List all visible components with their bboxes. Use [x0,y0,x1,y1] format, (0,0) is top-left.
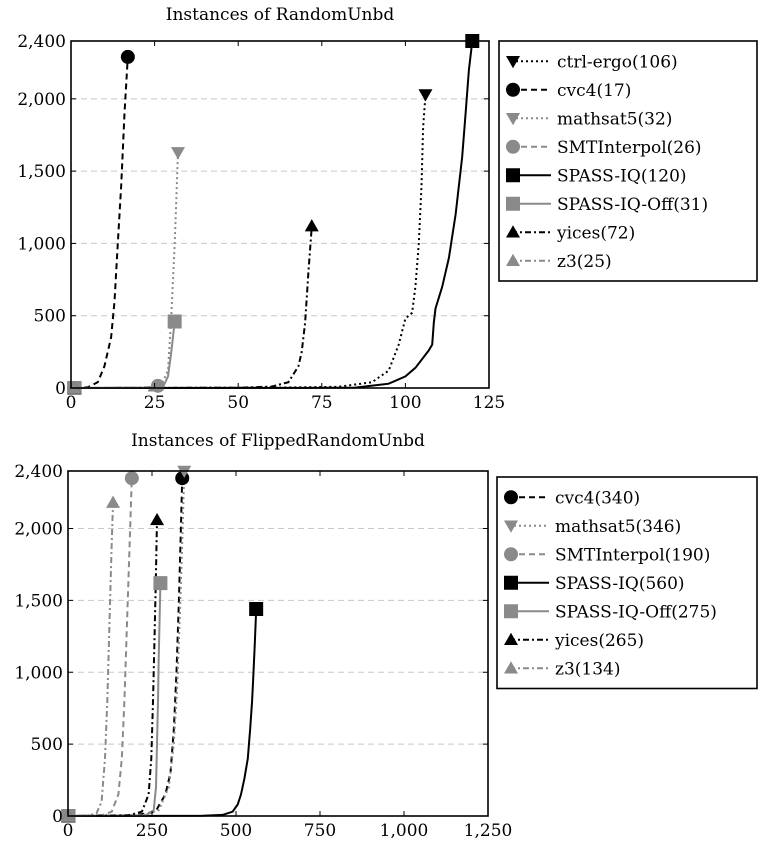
chart-1: Instances of RandomUnbd 0 25 50 75 100 125 0 500… [17,5,758,413]
legend-marker [504,604,518,619]
legend-label: SMTInterpol(26) [557,138,702,158]
legend-label: yices(72) [556,223,635,243]
x-tick-label: 250 [136,821,168,841]
series-end-marker [177,465,192,478]
series-line [74,94,427,389]
legend-label: z3(134) [555,659,621,679]
legend-label: yices(265) [554,631,644,651]
series-line [74,152,179,389]
plot-frame [67,470,489,817]
x-tick-label: 1,000 [380,821,429,841]
legend-marker [506,113,520,126]
legend-marker [504,632,518,645]
legend-marker [506,253,520,266]
legend-marker [504,520,518,533]
series-line [68,583,162,817]
legend-marker [506,82,520,97]
legend-label: cvc4(17) [557,81,631,101]
y-tick-label: 0 [55,379,66,399]
series-line [68,519,158,817]
series-line [68,502,114,817]
series-end-marker [167,314,182,329]
series-line [74,226,313,389]
legend-marker [506,139,520,154]
legend-marker [506,168,520,183]
legend-label: ctrl-ergo(106) [557,52,678,72]
y-tick-label: 500 [31,735,63,755]
legend-label: SPASS-IQ(120) [557,166,687,186]
series-end-marker [418,89,433,102]
series-end-marker [150,512,165,526]
legend-marker [504,661,518,674]
series-line [68,608,258,817]
x-tick-label: 125 [473,393,505,413]
x-tick-label: 50 [227,393,249,413]
legend-marker [504,575,518,590]
y-tick-label: 1,500 [17,162,66,182]
y-tick-label: 2,400 [14,462,63,482]
series-end-marker [124,471,139,486]
x-tick-label: 0 [63,821,74,841]
series-line [74,56,129,389]
series-start-marker [67,381,82,394]
legend-box [498,40,758,282]
y-tick-label: 500 [34,307,66,327]
legend-marker [506,196,520,211]
legend-label: SPASS-IQ-Off(275) [555,602,717,622]
series-end-marker [304,219,319,232]
y-tick-label: 2,000 [17,90,66,110]
series-line [68,478,184,817]
x-tick-label: 750 [304,821,336,841]
legend-marker [506,225,520,238]
x-tick-label: 25 [144,393,166,413]
legend-label: cvc4(340) [555,488,640,508]
x-tick-label: 75 [311,393,333,413]
series-end-marker [171,147,186,160]
legend-label: SPASS-IQ(560) [555,574,685,594]
series-end-marker [249,602,264,616]
legend-marker [504,547,518,562]
legend-label: z3(25) [557,252,612,272]
y-tick-label: 2,000 [14,520,63,540]
series-end-marker [120,49,135,64]
x-tick-label: 1,250 [464,821,513,841]
legend-marker [504,490,518,505]
chart-2: Instances of FlippedRandomUnbd 0 250 500 750… [14,431,758,841]
series-line [74,40,474,389]
x-tick-label: 500 [220,821,252,841]
y-tick-label: 1,500 [14,591,63,611]
series-end-marker [153,576,168,591]
legend-marker [506,56,520,69]
y-tick-label: 1,000 [14,663,63,683]
series-end-marker [106,495,121,508]
legend-label: SMTInterpol(190) [555,545,710,565]
legend-label: SPASS-IQ-Off(31) [557,195,708,215]
y-tick-label: 2,400 [17,32,66,52]
series-line [74,321,176,389]
y-tick-label: 1,000 [17,234,66,254]
plot-frame [70,40,490,389]
legend-label: mathsat5(32) [557,109,672,129]
chart-title: Instances of RandomUnbd [166,5,395,25]
y-tick-label: 0 [52,807,63,827]
x-tick-label: 0 [66,393,77,413]
x-tick-label: 100 [389,393,421,413]
chart-title: Instances of FlippedRandomUnbd [131,431,425,451]
legend-label: mathsat5(346) [555,517,681,537]
